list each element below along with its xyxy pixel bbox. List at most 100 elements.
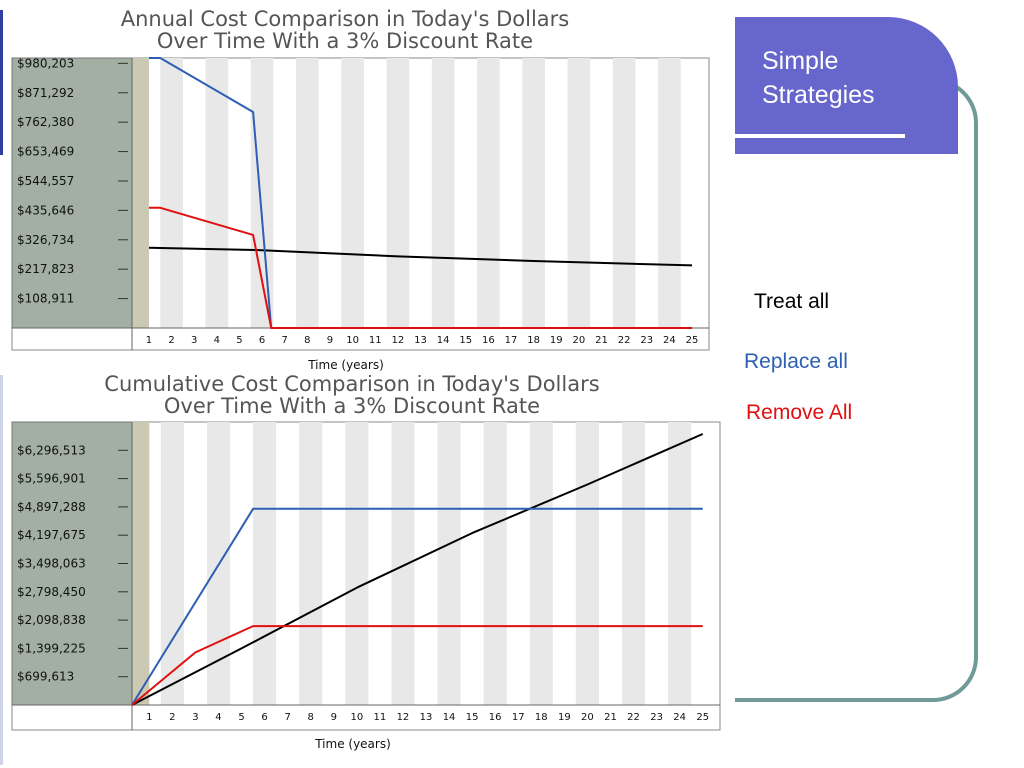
x-tick-label: 3	[191, 335, 197, 346]
series-line-2	[149, 206, 692, 329]
annual-cost-chart: Annual Cost Comparison in Today's Dollar…	[11, 7, 710, 372]
grid-band	[431, 58, 455, 328]
x-tick-label: 4	[214, 335, 220, 346]
chart-title-line: Annual Cost Comparison in Today's Dollar…	[121, 7, 570, 31]
x-tick-label: 16	[489, 712, 502, 723]
grid-band	[386, 58, 410, 328]
left-accent-bar	[0, 10, 3, 155]
y-tick-label: $2,798,450	[17, 585, 86, 599]
grid-band	[575, 422, 599, 705]
legend-remove-all: Remove All	[746, 401, 853, 424]
x-tick-label: 17	[505, 335, 518, 346]
x-tick-label: 1	[146, 335, 152, 346]
x-tick-label: 20	[581, 712, 594, 723]
x-tick-label: 10	[346, 335, 359, 346]
grid-band	[668, 422, 692, 705]
x-tick-label: 2	[169, 712, 175, 723]
x-tick-label: 13	[420, 712, 433, 723]
y-tick-label: $4,197,675	[17, 528, 86, 542]
year-zero-band	[132, 58, 149, 328]
series-line-0	[148, 246, 693, 267]
chart-title-line: Over Time With a 3% Discount Rate	[157, 29, 533, 53]
x-tick-label: 18	[535, 712, 548, 723]
y-tick-label: $980,203	[17, 56, 74, 70]
grid-band	[529, 422, 553, 705]
y-tick-label: $762,380	[17, 115, 74, 129]
grid-band	[622, 422, 646, 705]
y-tick-label: $6,296,513	[17, 443, 86, 457]
x-tick-label: 4	[215, 712, 221, 723]
y-tick-label: $4,897,288	[17, 500, 86, 514]
grid-band	[345, 422, 369, 705]
grid-band	[341, 58, 364, 328]
chart-title-line: Cumulative Cost Comparison in Today's Do…	[104, 375, 599, 396]
x-tick-label: 19	[558, 712, 571, 723]
charts-panel: Annual Cost Comparison in Today's Dollar…	[11, 7, 721, 751]
x-tick-label: 6	[259, 335, 265, 346]
y-tick-label: $108,911	[17, 292, 74, 306]
x-tick-label: 21	[604, 712, 617, 723]
grid-band	[391, 422, 415, 705]
x-tick-label: 22	[618, 335, 631, 346]
x-tick-label: 8	[308, 712, 314, 723]
y-tick-label: $699,613	[17, 670, 74, 684]
x-tick-label: 7	[282, 335, 288, 346]
grid-band	[253, 422, 277, 705]
x-axis-label: Time (years)	[314, 737, 391, 751]
x-tick-label: 22	[627, 712, 640, 723]
y-tick-label: $5,596,901	[17, 472, 86, 486]
x-tick-label: 13	[414, 335, 427, 346]
grid-band	[160, 58, 183, 328]
x-tick-label: 11	[374, 712, 387, 723]
x-tick-label: 9	[327, 335, 333, 346]
y-tick-label: $653,469	[17, 145, 74, 159]
x-tick-label: 9	[331, 712, 337, 723]
y-tick-label: $3,498,063	[17, 557, 86, 571]
x-tick-label: 11	[369, 335, 382, 346]
y-tick-label: $435,646	[17, 203, 74, 217]
grid-band	[483, 422, 507, 705]
x-tick-label: 19	[550, 335, 563, 346]
x-tick-label: 12	[397, 712, 410, 723]
y-axis-panel	[11, 57, 133, 329]
legend-treat-all: Treat all	[754, 290, 830, 313]
x-tick-label: 25	[696, 712, 709, 723]
series-line-2	[131, 625, 703, 706]
grid-band	[522, 58, 545, 328]
y-tick-label: $326,734	[17, 233, 74, 247]
x-tick-label: 10	[350, 712, 363, 723]
x-tick-label: 14	[443, 712, 456, 723]
x-tick-label: 21	[595, 335, 608, 346]
y-tick-label: $871,292	[17, 86, 74, 100]
left-accent-bar-lower	[0, 375, 3, 765]
grid-band	[477, 58, 500, 328]
y-tick-label: $544,557	[17, 174, 74, 188]
grid-band	[299, 422, 323, 705]
grid-band	[250, 58, 274, 328]
chart-title-line: Over Time With a 3% Discount Rate	[164, 394, 540, 418]
x-tick-label: 7	[284, 712, 290, 723]
x-tick-label: 25	[686, 335, 699, 346]
grid-band	[437, 422, 461, 705]
x-tick-label: 20	[573, 335, 586, 346]
x-tick-label: 3	[192, 712, 198, 723]
grid-band	[567, 58, 591, 328]
x-tick-label: 23	[640, 335, 653, 346]
title-underline	[735, 134, 905, 138]
x-tick-label: 15	[459, 335, 472, 346]
x-tick-label: 5	[238, 712, 244, 723]
grid-band	[612, 58, 636, 328]
slide-title: Simple Strategies	[762, 47, 875, 109]
x-tick-label: 24	[663, 335, 676, 346]
cumulative-cost-chart: Cumulative Cost Comparison in Today's Do…	[11, 375, 721, 751]
x-tick-label: 24	[673, 712, 686, 723]
y-tick-label: $2,098,838	[17, 613, 86, 627]
title-box	[700, 17, 958, 154]
series-line-1	[131, 507, 703, 706]
grid-band	[205, 58, 229, 328]
x-tick-label: 8	[304, 335, 310, 346]
x-tick-label: 18	[527, 335, 540, 346]
x-tick-label: 2	[168, 335, 174, 346]
year-zero-band	[132, 422, 150, 705]
